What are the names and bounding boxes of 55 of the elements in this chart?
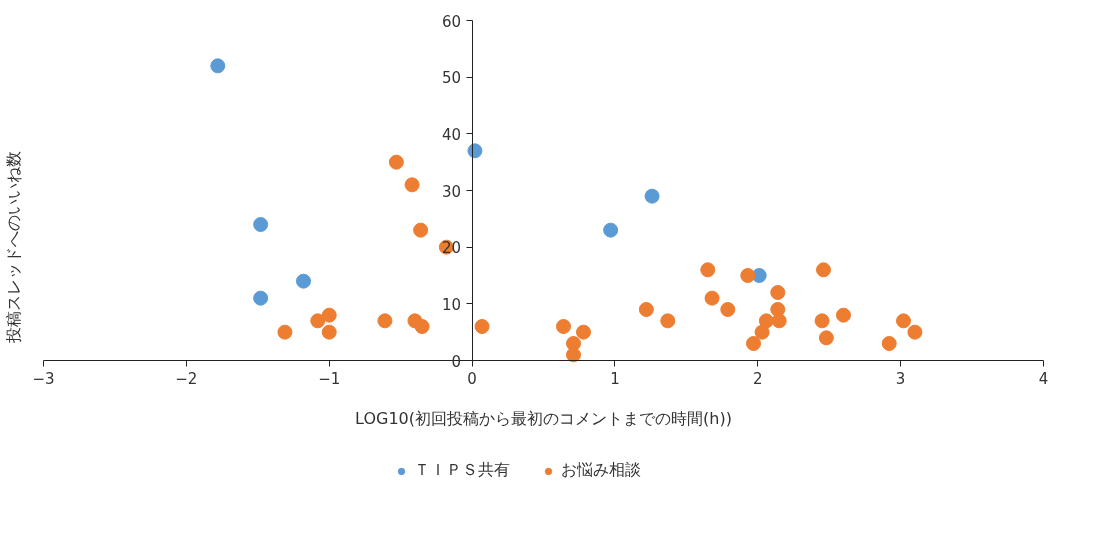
point: [836, 307, 851, 323]
point: [881, 336, 897, 351]
point: [414, 319, 430, 334]
y-tick-label: 10: [441, 295, 462, 314]
point: [818, 330, 834, 346]
y-tick-label: 50: [441, 69, 462, 88]
x-tick-label: 3: [895, 369, 906, 388]
point: [404, 177, 420, 193]
point: [660, 313, 676, 329]
point: [720, 302, 736, 317]
point: [740, 268, 756, 283]
x-tick-label: −1: [318, 369, 341, 388]
x-tick-label: −3: [32, 369, 55, 388]
y-axis-title: 投稿スレッドへのいいね数: [3, 151, 23, 344]
point: [758, 313, 774, 329]
point: [896, 313, 911, 329]
point: [277, 324, 293, 340]
point: [700, 262, 716, 278]
point: [253, 217, 269, 232]
x-tick-label: 2: [753, 369, 763, 388]
legend-label: ＴＩＰＳ共有: [414, 460, 510, 481]
point: [576, 324, 591, 340]
point: [321, 324, 337, 340]
point: [644, 188, 660, 204]
point: [603, 222, 619, 238]
legend-label: お悩み相談: [561, 460, 641, 481]
point: [770, 285, 786, 300]
point: [754, 324, 770, 340]
x-tick-label: 4: [1038, 369, 1049, 388]
y-tick-label: 40: [441, 125, 462, 144]
x-axis-title: LOG10(初回投稿から最初のコメントまでの時間(h)): [355, 408, 732, 428]
point: [474, 319, 490, 334]
y-tick-label: 60: [441, 12, 462, 31]
x-tick-label: 1: [610, 369, 620, 388]
point: [814, 313, 830, 329]
x-tick-label: 0: [467, 369, 477, 388]
point: [638, 302, 654, 317]
point: [253, 290, 269, 306]
point: [388, 154, 404, 170]
point: [746, 336, 761, 351]
point: [467, 143, 483, 159]
point: [907, 324, 923, 340]
point: [310, 313, 326, 329]
point: [377, 313, 393, 329]
point: [566, 347, 581, 363]
y-tick-label: 30: [441, 182, 462, 201]
x-tick-label: −2: [175, 369, 198, 388]
point: [321, 307, 337, 323]
point: [704, 290, 720, 306]
point: [816, 262, 831, 278]
point: [413, 222, 429, 238]
point: [556, 319, 571, 334]
point: [210, 58, 226, 74]
point: [771, 313, 787, 329]
point: [296, 273, 311, 289]
